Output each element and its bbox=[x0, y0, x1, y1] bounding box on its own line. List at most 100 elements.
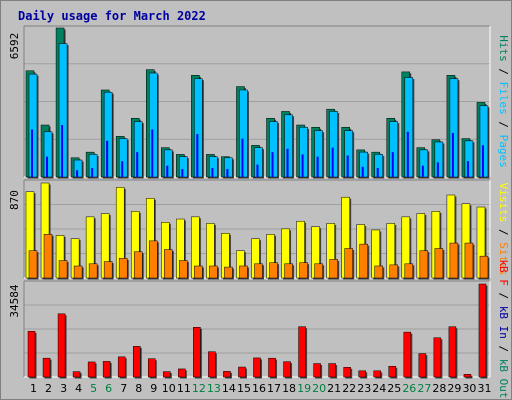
kbytes-bar bbox=[463, 374, 472, 378]
kbytes-bar bbox=[433, 337, 442, 378]
pages-bar bbox=[181, 169, 184, 177]
sites-bar bbox=[43, 234, 53, 279]
legend-entry: Pages bbox=[497, 135, 510, 168]
kbytes-bar bbox=[178, 368, 186, 378]
day-tick-label: 27 bbox=[417, 382, 431, 395]
kbytes-bar bbox=[328, 363, 336, 378]
day-tick-label: 19 bbox=[297, 382, 311, 395]
kbytes-bar bbox=[343, 367, 351, 378]
sites-bar bbox=[299, 262, 308, 279]
sites-bar bbox=[329, 259, 338, 279]
sites-bar bbox=[419, 250, 429, 279]
legend-entry: kB Out bbox=[497, 359, 510, 399]
kbytes-bar bbox=[102, 361, 111, 378]
panel-1-max-label: 870 bbox=[8, 190, 21, 210]
sites-bar bbox=[314, 263, 323, 279]
kbytes-bar bbox=[298, 326, 306, 378]
day-tick-label: 15 bbox=[237, 382, 251, 395]
sites-bar bbox=[284, 263, 293, 279]
day-tick-label: 1 bbox=[30, 382, 37, 395]
day-tick-label: 18 bbox=[282, 382, 296, 395]
day-tick-label: 22 bbox=[342, 382, 356, 395]
kbytes-bar bbox=[448, 326, 457, 378]
day-tick-label: 31 bbox=[477, 382, 491, 395]
pages-bar bbox=[346, 155, 349, 177]
legend-entry: / bbox=[497, 339, 510, 359]
day-tick-label: 2 bbox=[45, 382, 52, 395]
day-tick-label: 17 bbox=[267, 382, 281, 395]
pages-bar bbox=[376, 167, 379, 177]
pages-bar bbox=[121, 161, 124, 177]
kbytes-bar bbox=[208, 351, 216, 378]
legend-entry: Hits bbox=[497, 35, 510, 62]
day-tick-label: 16 bbox=[252, 382, 266, 395]
day-tick-label: 12 bbox=[192, 382, 206, 395]
sites-bar bbox=[464, 242, 474, 279]
sites-bar bbox=[28, 250, 38, 279]
pages-bar bbox=[301, 154, 304, 177]
kbytes-bar bbox=[373, 370, 381, 378]
legend-entry: kB In bbox=[497, 306, 510, 339]
day-tick-label: 11 bbox=[177, 382, 191, 395]
kbytes-bar bbox=[117, 356, 126, 378]
sites-bar bbox=[254, 263, 263, 279]
kbytes-bar bbox=[418, 353, 427, 378]
kbytes-bar bbox=[253, 357, 261, 378]
kbytes-bar bbox=[87, 361, 96, 378]
legend-entry: Visits bbox=[497, 183, 510, 223]
kbytes-bar bbox=[358, 370, 366, 378]
pages-bar bbox=[466, 161, 469, 177]
sites-bar bbox=[449, 242, 459, 279]
pages-bar bbox=[451, 132, 454, 177]
sites-bar bbox=[118, 258, 128, 279]
pages-bar bbox=[391, 152, 394, 177]
sites-bar bbox=[359, 243, 368, 279]
kbytes-bar bbox=[223, 371, 231, 378]
sites-bar bbox=[239, 265, 248, 279]
pages-bar bbox=[286, 148, 289, 177]
kbytes-bar bbox=[42, 357, 51, 378]
day-tick-label: 24 bbox=[372, 382, 386, 395]
day-tick-label: 25 bbox=[387, 382, 401, 395]
pages-bar bbox=[271, 152, 274, 177]
day-tick-label: 9 bbox=[150, 382, 157, 395]
day-tick-label: 4 bbox=[75, 382, 82, 395]
pages-bar bbox=[331, 147, 334, 177]
pages-bar bbox=[166, 165, 169, 177]
pages-bar bbox=[76, 170, 79, 177]
sites-bar bbox=[389, 264, 399, 279]
pages-bar bbox=[106, 140, 109, 177]
kbytes-bar bbox=[388, 365, 397, 378]
day-tick-label: 8 bbox=[135, 382, 142, 395]
legend-entry: Files bbox=[497, 82, 510, 115]
day-tick-label: 26 bbox=[402, 382, 416, 395]
kbytes-bar bbox=[283, 361, 291, 378]
sites-bar bbox=[88, 263, 98, 279]
sites-bar bbox=[209, 265, 218, 279]
pages-bar bbox=[211, 167, 214, 177]
legend-entry: kB F bbox=[497, 259, 510, 286]
sites-bar bbox=[194, 265, 203, 279]
pages-bar bbox=[61, 125, 64, 177]
legend-entry: / bbox=[497, 115, 510, 135]
day-tick-label: 21 bbox=[327, 382, 341, 395]
legend-entry: / bbox=[497, 62, 510, 82]
kbytes-bar bbox=[72, 371, 81, 378]
sites-bar bbox=[133, 251, 143, 279]
sites-bar bbox=[269, 262, 278, 279]
kbytes-bar bbox=[57, 313, 66, 378]
pages-bar bbox=[361, 166, 364, 177]
panel-2-max-label: 34584 bbox=[8, 284, 21, 317]
day-tick-label: 28 bbox=[432, 382, 446, 395]
sites-bar bbox=[374, 265, 383, 279]
kbytes-bar bbox=[132, 346, 141, 378]
day-tick-label: 7 bbox=[120, 382, 127, 395]
pages-bar bbox=[136, 152, 139, 177]
panel-0-legend: Hits / Files / Pages bbox=[497, 35, 510, 168]
day-tick-label: 14 bbox=[222, 382, 236, 395]
day-tick-label: 20 bbox=[312, 382, 326, 395]
day-tick-label: 5 bbox=[90, 382, 97, 395]
day-tick-label: 29 bbox=[447, 382, 461, 395]
